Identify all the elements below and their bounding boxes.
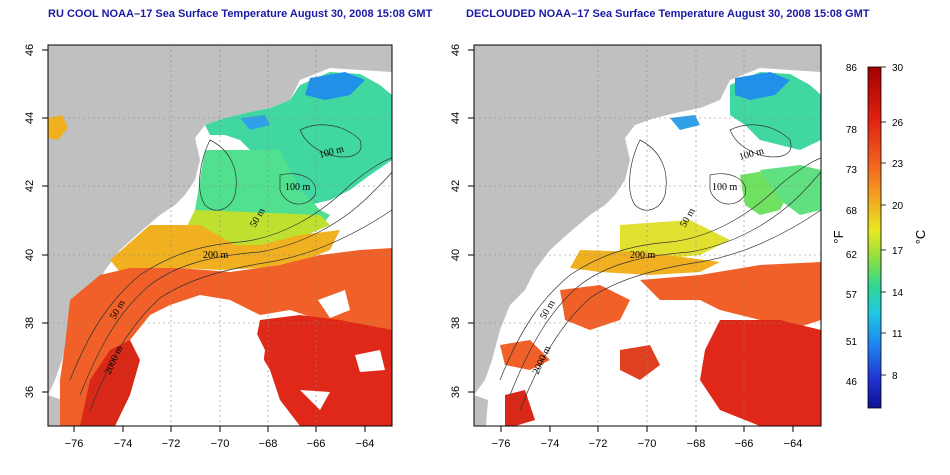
colorbar-c-tick: 20 (892, 201, 904, 212)
map-image-left (48, 45, 392, 426)
colorbar-c-tick: 14 (892, 288, 904, 299)
colorbar-f-tick: 46 (846, 377, 858, 388)
y-tick-label: 36 (24, 386, 36, 398)
panel-title-left: RU COOL NOAA–17 Sea Surface Temperature … (48, 8, 433, 20)
colorbar-c-tick: 26 (892, 118, 904, 129)
land-right (474, 45, 821, 395)
x-tick-label: −72 (162, 438, 181, 450)
colorbar-c-tick: 11 (892, 329, 903, 340)
map-image-right (474, 45, 821, 426)
y-tick-label: 40 (450, 249, 462, 261)
colorbar-c-tick: 8 (892, 371, 898, 382)
colorbar-f-tick: 51 (846, 337, 858, 348)
y-tick-label: 44 (24, 112, 36, 124)
contour-label: 200 m (203, 250, 229, 261)
colorbar-f-tick: 68 (846, 206, 858, 217)
x-tick-label: −76 (492, 438, 511, 450)
x-tick-label: −72 (589, 438, 608, 450)
x-tick-label: −68 (259, 438, 278, 450)
colorbar-f-tick: 73 (846, 165, 858, 176)
panel-title-right: DECLOUDED NOAA–17 Sea Surface Temperatur… (466, 8, 870, 20)
x-tick-label: −64 (356, 438, 375, 450)
y-tick-label: 38 (450, 317, 462, 329)
x-tick-label: −68 (687, 438, 706, 450)
colorbar-c-tick: 17 (892, 246, 904, 257)
y-tick-label: 40 (24, 249, 36, 261)
contour-label: 100 m (285, 182, 311, 193)
x-tick-label: −70 (638, 438, 657, 450)
colorbar-f-tick: 62 (846, 250, 858, 261)
x-tick-label: −66 (307, 438, 326, 450)
x-tick-label: −74 (541, 438, 560, 450)
x-tick-label: −74 (114, 438, 133, 450)
x-tick-label: −76 (65, 438, 84, 450)
x-tick-label: −64 (784, 438, 803, 450)
y-tick-label: 38 (24, 317, 36, 329)
colorbar-c-tick: 23 (892, 159, 904, 170)
y-tick-label: 46 (24, 44, 36, 56)
colorbar-f-tick: 86 (846, 63, 858, 74)
colorbar-f-tick: 78 (846, 125, 858, 136)
y-tick-label: 44 (450, 112, 462, 124)
colorbar-c-tick: 30 (892, 63, 904, 74)
y-tick-label: 42 (24, 180, 36, 192)
y-tick-label: 46 (450, 44, 462, 56)
colorbar-c-label: °C (913, 230, 928, 245)
y-tick-label: 42 (450, 180, 462, 192)
y-tick-label: 36 (450, 386, 462, 398)
contour-label: 200 m (630, 250, 656, 261)
contour-label: 100 m (712, 182, 738, 193)
land-left (48, 45, 392, 395)
x-tick-label: −70 (211, 438, 230, 450)
x-tick-label: −66 (735, 438, 754, 450)
colorbar-f-tick: 57 (846, 290, 858, 301)
colorbar-f-label: °F (831, 230, 846, 243)
colorbar-gradient (867, 66, 882, 409)
